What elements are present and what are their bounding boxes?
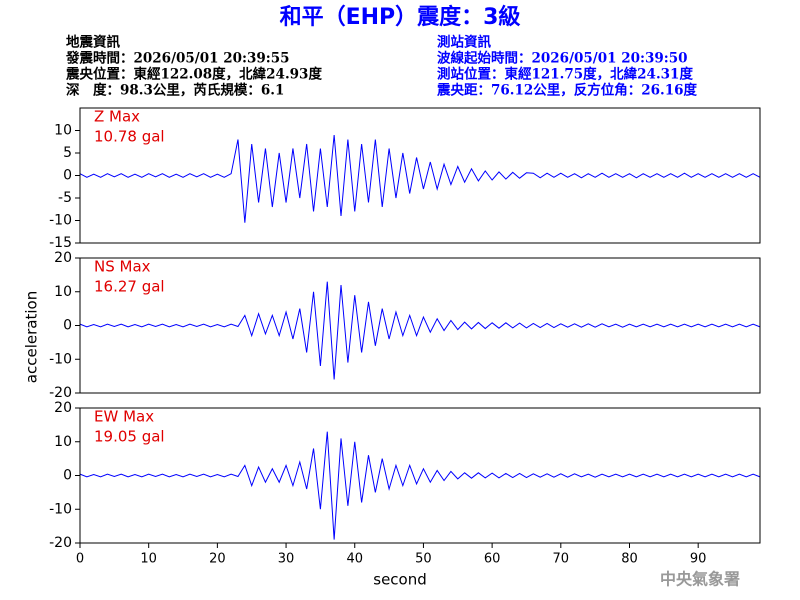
y-tick-label: -5 [58,190,72,206]
header-left: 地震資訊 [66,34,120,51]
y-tick-label: 0 [63,468,72,484]
header-right: 波線起始時間：2026/05/01 20:39:50 [437,50,688,67]
max-annotation: NS Max [94,258,151,276]
max-annotation: EW Max [94,408,154,426]
max-annotation: Z Max [94,108,140,126]
x-tick-label: 0 [76,552,84,567]
header-right: 測站位置：東經121.75度，北緯24.31度 [437,66,693,83]
y-tick-label: -20 [49,385,72,401]
waveform [79,134,761,223]
x-tick-label: 30 [278,552,295,567]
max-annotation: 16.27 gal [94,278,165,296]
max-annotation: 10.78 gal [94,128,165,146]
plot-frame [79,107,761,244]
plot-frame [79,257,761,394]
y-tick-label: -15 [49,235,72,251]
y-tick-label: 10 [54,284,72,300]
x-tick-label: 20 [209,552,226,567]
x-tick-label: 50 [415,552,432,567]
waveform [79,431,761,540]
waveform [79,281,761,380]
header-left: 震央位置：東經122.08度，北緯24.93度 [65,66,322,83]
x-tick-label: 70 [553,552,570,567]
y-tick-label: 20 [54,400,72,416]
x-axis-label: second [373,571,427,589]
chart-title: 和平（EHP）震度：3級 [280,4,521,30]
x-tick-label: 90 [690,552,707,567]
max-annotation: 19.05 gal [94,428,165,446]
y-tick-label: 10 [54,123,72,139]
header-right: 震央距：76.12公里，反方位角：26.16度 [436,82,698,99]
y-tick-label: 20 [54,250,72,266]
x-tick-label: 60 [484,552,501,567]
y-tick-label: -10 [49,351,72,367]
credit: 中央氣象署 [660,570,740,589]
y-tick-label: -10 [49,213,72,229]
header-left: 深 度：98.3公里，芮氏規模：6.1 [66,82,284,99]
x-tick-label: 80 [621,552,638,567]
header-right: 測站資訊 [437,34,491,51]
y-axis-label: acceleration [23,291,41,383]
y-tick-label: 5 [63,145,72,161]
header-left: 發震時間：2026/05/01 20:39:55 [65,50,290,67]
y-tick-label: -20 [49,535,72,551]
y-tick-label: -10 [49,501,72,517]
y-tick-label: 0 [63,168,72,184]
y-tick-label: 0 [63,318,72,334]
x-tick-label: 40 [346,552,363,567]
y-tick-label: 10 [54,434,72,450]
plot-frame [79,407,761,544]
x-tick-label: 10 [140,552,157,567]
